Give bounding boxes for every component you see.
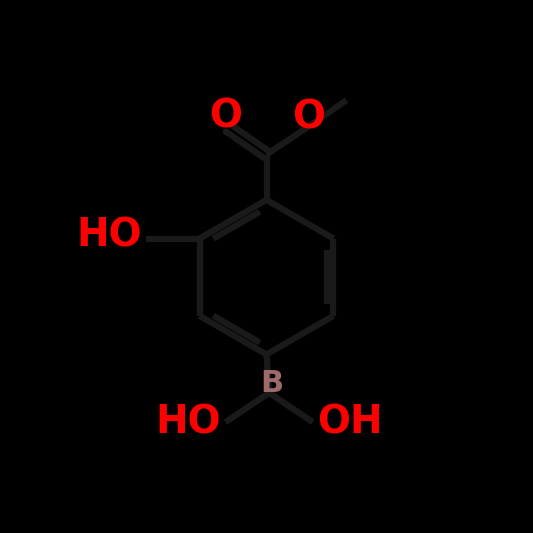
Text: B: B <box>260 369 284 398</box>
Text: OH: OH <box>317 403 383 441</box>
Text: O: O <box>209 97 243 135</box>
Text: HO: HO <box>156 403 221 441</box>
Text: HO: HO <box>76 217 142 255</box>
Text: O: O <box>292 98 325 136</box>
